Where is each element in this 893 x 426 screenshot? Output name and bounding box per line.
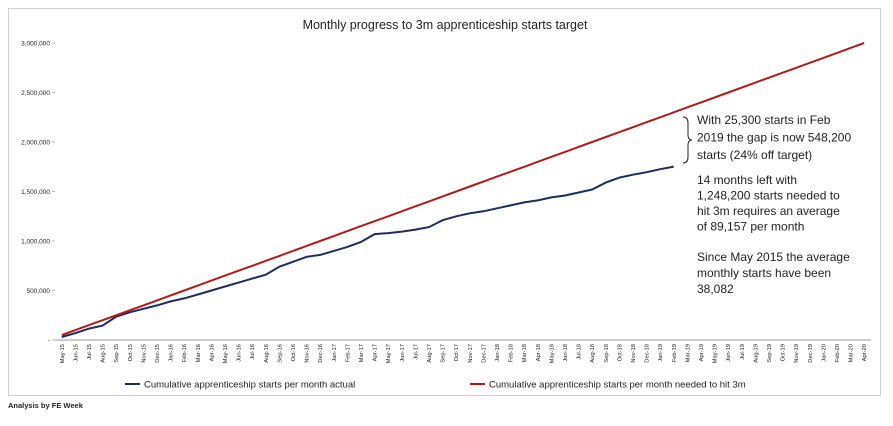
x-tick-label: Sep-16 bbox=[277, 344, 283, 363]
y-tick-label: 500,000 bbox=[27, 288, 51, 295]
x-tick-label: Feb-19 bbox=[672, 344, 678, 362]
source: Analysis by FE Week bbox=[8, 401, 84, 410]
x-tick-label: Oct-19 bbox=[781, 344, 787, 361]
x-tick-label: Mar-16 bbox=[196, 344, 202, 362]
chart-title: Monthly progress to 3m apprenticeship st… bbox=[303, 18, 588, 32]
x-tick-label: Dec-17 bbox=[481, 344, 487, 363]
x-tick-label: Aug-19 bbox=[753, 344, 759, 363]
x-tick-label: Jan-19 bbox=[658, 344, 664, 362]
y-tick-label: 1,000,000 bbox=[21, 239, 50, 246]
x-tick-label: Jun-19 bbox=[726, 344, 732, 362]
annotation: starts (24% off target) bbox=[697, 148, 812, 162]
x-tick-label: Nov-15 bbox=[141, 344, 147, 363]
annotation: monthly starts have been bbox=[697, 266, 831, 280]
x-tick-label: Sep-17 bbox=[441, 344, 447, 363]
x-tick-label: May-19 bbox=[713, 344, 719, 363]
x-tick-label: May-16 bbox=[223, 344, 229, 363]
x-tick-label: Sep-15 bbox=[114, 344, 120, 363]
x-tick-label: Mar-20 bbox=[849, 344, 855, 362]
x-tick-label: Mar-17 bbox=[359, 344, 365, 362]
x-tick-label: Aug-17 bbox=[427, 344, 433, 363]
x-tick-label: Feb-18 bbox=[509, 344, 515, 362]
x-tick-label: Nov-19 bbox=[794, 344, 800, 363]
x-tick-label: Jan-18 bbox=[495, 344, 501, 362]
annotation: 14 months left with bbox=[697, 173, 797, 187]
y-tick-label: 1,500,000 bbox=[21, 189, 50, 196]
y-tick-label: 2,500,000 bbox=[21, 90, 50, 97]
x-tick-label: Apr-19 bbox=[699, 344, 705, 361]
x-tick-label: Dec-18 bbox=[645, 344, 651, 363]
annotation: With 25,300 starts in Feb bbox=[697, 113, 831, 127]
x-tick-label: Feb-16 bbox=[182, 344, 188, 362]
x-tick-label: Jan-17 bbox=[332, 344, 338, 362]
x-tick-label: Mar-18 bbox=[522, 344, 528, 362]
x-tick-label: Jul-17 bbox=[413, 344, 419, 360]
x-tick-label: Jan-16 bbox=[169, 344, 175, 362]
series-line bbox=[61, 42, 865, 337]
x-tick-label: Feb-20 bbox=[835, 344, 841, 362]
x-tick-label: Apr-18 bbox=[536, 344, 542, 361]
x-tick-label: Jun-15 bbox=[73, 344, 79, 362]
brace bbox=[682, 116, 693, 164]
x-tick-label: Jul-16 bbox=[250, 344, 256, 360]
x-tick-label: May-15 bbox=[60, 344, 66, 363]
x-tick-label: Feb-17 bbox=[345, 344, 351, 362]
x-tick-label: Aug-16 bbox=[264, 344, 270, 363]
x-tick-label: Apr-17 bbox=[373, 344, 379, 361]
x-tick-label: Jan-20 bbox=[821, 344, 827, 362]
x-tick-label: Oct-17 bbox=[454, 344, 460, 361]
annotation: 2019 the gap is now 548,200 bbox=[697, 131, 851, 145]
y-tick-label: - bbox=[48, 338, 50, 345]
annotation: 38,082 bbox=[697, 282, 734, 296]
chart-frame bbox=[8, 8, 881, 396]
x-tick-label: Jun-17 bbox=[400, 344, 406, 362]
x-tick-label: May-18 bbox=[549, 344, 555, 363]
annotation: of 89,157 per month bbox=[697, 220, 804, 234]
x-tick-label: Jun-16 bbox=[237, 344, 243, 362]
x-tick-label: Dec-19 bbox=[808, 344, 814, 363]
x-tick-label: Nov-17 bbox=[468, 344, 474, 363]
x-tick-label: Apr-16 bbox=[209, 344, 215, 361]
x-tick-label: Jun-18 bbox=[563, 344, 569, 362]
x-tick-label: Sep-18 bbox=[604, 344, 610, 363]
y-tick-label: 2,000,000 bbox=[21, 140, 50, 147]
x-tick-label: Oct-18 bbox=[617, 344, 623, 361]
x-tick-label: Nov-18 bbox=[631, 344, 637, 363]
annotation: hit 3m requires an average bbox=[697, 204, 840, 218]
legend-label: Cumulative apprenticeship starts per mon… bbox=[489, 380, 746, 391]
x-tick-label: May-17 bbox=[386, 344, 392, 363]
x-tick-label: Mar-19 bbox=[685, 344, 691, 362]
x-tick-label: Oct-15 bbox=[128, 344, 134, 361]
annotation: Since May 2015 the average bbox=[697, 250, 850, 264]
x-tick-label: Aug-18 bbox=[590, 344, 596, 363]
x-tick-label: Dec-16 bbox=[318, 344, 324, 363]
x-tick-label: Apr-20 bbox=[862, 344, 868, 361]
x-tick-label: Oct-16 bbox=[291, 344, 297, 361]
x-tick-label: Dec-15 bbox=[155, 344, 161, 363]
y-tick-label: 3,000,000 bbox=[21, 41, 50, 48]
annotation: 1,248,200 starts needed to bbox=[697, 189, 840, 203]
x-tick-label: Jul-15 bbox=[87, 344, 93, 360]
x-tick-label: Jul-18 bbox=[577, 344, 583, 360]
series-line bbox=[61, 165, 674, 338]
x-tick-label: Nov-16 bbox=[305, 344, 311, 363]
x-tick-label: Aug-15 bbox=[101, 344, 107, 363]
legend-label: Cumulative apprenticeship starts per mon… bbox=[144, 380, 355, 391]
x-tick-label: Sep-19 bbox=[767, 344, 773, 363]
x-tick-label: Jul-19 bbox=[740, 344, 746, 360]
